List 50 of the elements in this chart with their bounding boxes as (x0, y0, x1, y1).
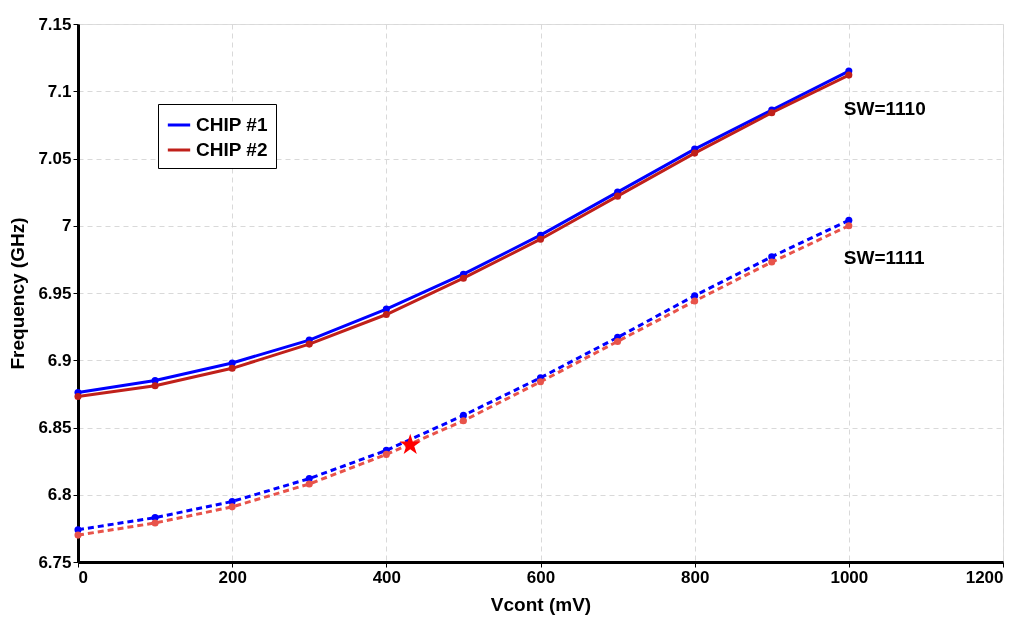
y-tick-label: 7 (62, 216, 72, 236)
annotation: SW=1110 (843, 98, 926, 120)
y-axis-title: Frequency (GHz) (7, 217, 29, 370)
y-tick-label: 6.9 (47, 350, 72, 370)
point (614, 337, 622, 345)
point (536, 378, 545, 386)
point (768, 253, 776, 261)
point (151, 382, 159, 390)
point (228, 497, 236, 505)
x-tick-label: 200 (218, 567, 247, 587)
annotation: SW=1111 (843, 247, 926, 269)
point (228, 364, 236, 372)
point (459, 417, 467, 425)
y-tick-label: 6.85 (38, 418, 72, 437)
point (768, 258, 776, 266)
y-tick-label: 6.95 (38, 283, 72, 303)
point (305, 340, 313, 348)
y-tick-label: 7.15 (38, 14, 72, 34)
y-tick-label: 6.75 (38, 552, 72, 572)
point (845, 71, 853, 79)
y-tick-label: 6.8 (47, 485, 72, 505)
point (74, 393, 82, 401)
point (305, 475, 313, 483)
point (459, 274, 467, 282)
point (228, 503, 236, 511)
point (691, 297, 699, 305)
point (691, 292, 699, 300)
point (614, 192, 622, 200)
point (74, 531, 82, 539)
y-tick-label: 7.05 (38, 149, 72, 168)
point (399, 433, 421, 455)
y-tick-label: 7.1 (47, 81, 72, 101)
x-tick-label: 0 (78, 567, 88, 587)
point (382, 310, 390, 319)
point (151, 514, 159, 522)
x-tick-label: 1200 (965, 567, 1004, 587)
point (536, 235, 545, 243)
point (74, 526, 82, 534)
point (151, 519, 159, 527)
point (305, 480, 313, 488)
legend-label: CHIP #1 (196, 114, 268, 135)
point (845, 222, 853, 230)
x-tick-label: 800 (680, 567, 710, 587)
x-tick-label: 1000 (830, 567, 869, 587)
x-tick-label: 400 (372, 567, 402, 587)
legend-label: CHIP #2 (196, 139, 268, 160)
x-axis-title: Vcont (mV) (490, 593, 592, 615)
point (691, 149, 699, 157)
point (382, 450, 390, 458)
x-tick-label: 600 (526, 567, 556, 587)
